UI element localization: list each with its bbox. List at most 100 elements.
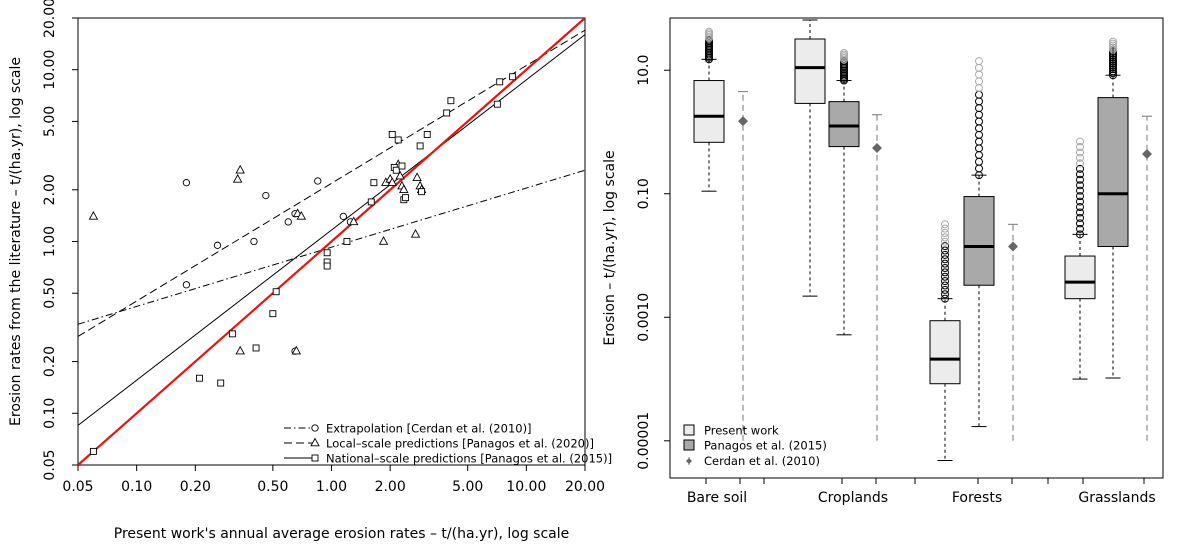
outlier-point [1076,203,1084,212]
square-point [323,262,331,270]
y-tick-label: 0.00001 [636,412,652,470]
square-point [443,109,451,117]
square-point [509,73,517,81]
x-axis-label: Present work's annual average erosion ra… [114,526,570,542]
legend-label: Present work [704,424,779,438]
triangle-point [310,437,320,447]
outlier-point [1109,57,1117,66]
outlier-point [975,151,983,160]
outlier-point [975,157,983,166]
box-iqr [794,38,826,104]
x-tick-label: 0.50 [257,479,288,495]
outlier-point [975,77,983,86]
triangle-point [235,164,245,174]
cerdan-point [1008,241,1018,252]
boxplot-plot-frame [669,17,1164,479]
outlier-point [941,237,949,246]
x-tick-label: 10.00 [506,479,546,495]
outlier-point [975,57,983,66]
square-point [416,142,424,150]
circle-point [182,281,191,289]
outlier-point [975,164,983,173]
legend-label: Local–scale predictions [Panagos et al. … [326,437,594,451]
scatter-legend: Extrapolation [Cerdan et al. (2010)]Loca… [284,422,612,466]
outlier-point [1076,186,1084,195]
x-tick-label: 5.00 [452,479,483,495]
fit-line-square [78,34,585,426]
outlier-point [941,281,949,290]
y-tick-label: 1.00 [42,226,58,257]
outlier-point [1076,213,1084,222]
category-label: Bare soil [687,490,747,506]
outlier-point [941,277,949,286]
y-tick-label: 10.00 [42,50,58,90]
outlier-point [975,90,983,99]
legend-label: National–scale predictions [Panagos et a… [326,452,612,466]
circle-point [182,179,191,187]
panagos-box [963,57,995,428]
scatter-points [88,73,517,455]
outlier-point [941,242,949,251]
panagos-box [828,48,860,336]
square-point [217,379,225,387]
legend-swatch-present-work [683,424,695,436]
outlier-point [975,110,983,119]
category-label: Croplands [818,490,888,506]
outlier-point [705,27,713,36]
present-work-box [794,19,826,297]
cerdan-point [1142,148,1152,159]
outlier-point [1076,192,1084,201]
y-tick-label: 0.0010 [636,293,652,342]
square-point [402,194,410,202]
outlier-point [1076,208,1084,217]
outlier-point [1076,224,1084,233]
triangle-point [399,184,409,194]
y-tick-label: 0.50 [42,278,58,309]
fit-line-circle [78,169,585,325]
triangle-point [387,177,398,186]
legend-label: Extrapolation [Cerdan et al. (2010)] [326,422,532,436]
y-tick-label: 5.00 [42,106,58,137]
triangle-point [395,170,405,180]
outlier-point [1109,49,1117,58]
fit-line-triangle [78,29,585,337]
outlier-point [1109,65,1117,74]
square-point [311,454,319,462]
square-point [398,162,406,170]
outlier-point [1109,37,1117,46]
outlier-point [975,83,983,92]
square-point [418,188,426,196]
circle-point [213,241,222,249]
square-point [269,310,277,318]
circle-point [284,218,292,226]
square-point [343,238,351,245]
outlier-point [941,250,949,259]
y-axis-label: Erosion rates from the literature – t/(h… [8,57,24,426]
outlier-point [840,48,848,57]
outlier-point [941,264,949,273]
legend-label: Panagos et al. (2015) [704,439,827,453]
category-label: Forests [952,490,1002,506]
outlier-point [1109,59,1117,68]
square-point [89,447,97,455]
triangle-point [235,345,245,355]
outlier-point [1076,142,1084,151]
triangle-point [378,236,389,245]
outlier-point [1109,45,1117,54]
outlier-point [1076,181,1084,190]
outlier-point [1109,55,1117,64]
square-point [493,100,501,108]
outlier-point [941,285,949,294]
outlier-point [1076,164,1084,173]
square-point [367,198,375,206]
present-work-box [929,220,961,462]
circle-point [262,191,270,200]
y-tick-label: 0.10 [42,398,58,429]
square-point [496,78,504,86]
circle-point [339,212,347,221]
y-tick-label: 0.20 [42,346,58,377]
y-axis-label: Erosion – t/(ha.yr), log scale [602,150,618,345]
outlier-point [941,255,949,264]
y-tick-label: 20.00 [42,0,58,38]
left-scatter-panel: 0.05 0.10 0.20 0.50 1.00 2.00 5.00 10.00 20.00 0.… [8,0,612,542]
